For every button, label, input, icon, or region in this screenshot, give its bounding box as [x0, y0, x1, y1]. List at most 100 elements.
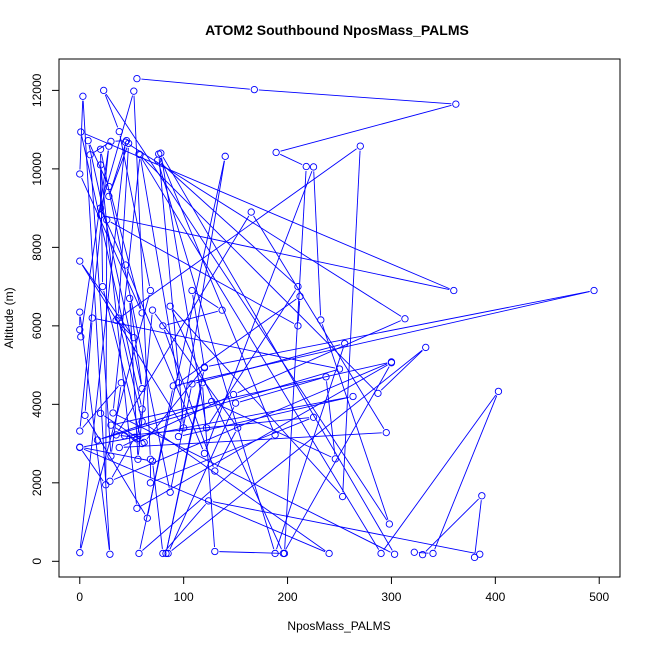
series-segment: [123, 432, 382, 448]
series-segment: [434, 395, 498, 550]
series-segment: [208, 290, 590, 367]
data-point: [76, 443, 84, 451]
series-segment: [162, 156, 393, 551]
data-point: [157, 149, 165, 157]
series-segment: [109, 144, 126, 193]
series-segment: [83, 448, 326, 553]
series-segment: [88, 144, 142, 385]
series-segment: [126, 268, 204, 450]
series-segment: [383, 394, 497, 551]
data-point: [211, 467, 219, 475]
data-point: [117, 379, 125, 387]
data-point: [124, 139, 133, 148]
data-point: [470, 553, 479, 562]
data-point: [115, 443, 123, 452]
data-point: [143, 514, 151, 522]
y-tick-label: 0: [30, 558, 44, 565]
series-segment: [96, 318, 336, 369]
data-point: [77, 333, 85, 341]
series-segment: [147, 390, 173, 514]
data-point: [146, 286, 155, 295]
data-point: [309, 413, 318, 421]
series-segment: [119, 323, 131, 335]
data-point: [76, 326, 84, 334]
series-segment: [171, 349, 423, 551]
data-point: [133, 435, 141, 443]
series-segment: [114, 427, 139, 442]
y-tick-label: 10000: [30, 152, 44, 186]
series-segment: [177, 291, 590, 386]
data-point: [590, 286, 598, 295]
series-segment: [104, 215, 450, 291]
series-segment: [113, 363, 388, 480]
data-point: [96, 409, 105, 418]
series-segment: [212, 501, 476, 554]
data-point: [325, 549, 333, 558]
series-segment: [158, 164, 275, 550]
data-point: [302, 162, 310, 171]
series-segment: [154, 313, 236, 425]
data-point: [76, 257, 84, 265]
data-point: [390, 550, 399, 558]
data-point: [322, 373, 330, 381]
data-point: [198, 379, 207, 387]
data-point: [349, 392, 357, 401]
data-point: [341, 339, 349, 348]
series-segment: [425, 498, 479, 552]
series-segment: [81, 264, 182, 425]
data-point: [106, 477, 114, 485]
series-segment: [118, 215, 250, 432]
y-axis: 0 2000 4000 6000 8000 10000 12000: [30, 73, 60, 565]
data-point: [93, 436, 102, 444]
series-segment: [120, 435, 131, 438]
series-segment: [110, 221, 295, 325]
series-segment: [115, 362, 388, 425]
series-segment: [101, 369, 336, 440]
series-segment: [342, 150, 361, 493]
series-segment: [313, 171, 322, 316]
series-segment: [219, 551, 280, 554]
series-group: [76, 74, 598, 562]
data-point: [107, 421, 115, 429]
series-segment: [326, 381, 336, 455]
series-segment: [137, 314, 153, 455]
data-point: [166, 302, 174, 310]
series-segment: [103, 290, 142, 440]
data-point: [221, 152, 229, 160]
series-segment: [129, 302, 139, 455]
y-tick-label: 2000: [30, 469, 44, 496]
data-point: [84, 136, 92, 145]
series-segment: [146, 370, 202, 440]
data-point: [125, 294, 134, 303]
series-segment: [276, 347, 344, 550]
series-segment: [165, 503, 206, 551]
data-point: [138, 309, 146, 317]
data-point: [169, 382, 177, 390]
series-segment: [80, 294, 150, 549]
data-point: [86, 151, 94, 159]
data-point: [102, 481, 110, 489]
data-point: [133, 74, 141, 83]
data-point: [146, 455, 155, 463]
data-point: [387, 358, 396, 366]
data-point: [494, 387, 503, 396]
series-segment: [166, 372, 204, 550]
series-segment: [160, 162, 295, 284]
data-point: [422, 343, 430, 352]
y-tick-label: 6000: [30, 312, 44, 339]
x-axis: 0 100 200 300 400 500: [76, 576, 610, 604]
series-segment: [86, 418, 146, 515]
data-point: [109, 409, 117, 417]
data-point: [112, 316, 120, 325]
series-segment: [84, 447, 149, 461]
series-segment: [380, 350, 423, 391]
series-segment: [101, 153, 170, 488]
series-segment: [474, 500, 482, 553]
series-segment: [178, 160, 225, 433]
data-point: [294, 282, 302, 291]
data-point: [429, 549, 437, 558]
x-tick-label: 500: [589, 590, 609, 604]
series-segment: [128, 417, 310, 436]
y-tick-label: 4000: [30, 391, 44, 418]
